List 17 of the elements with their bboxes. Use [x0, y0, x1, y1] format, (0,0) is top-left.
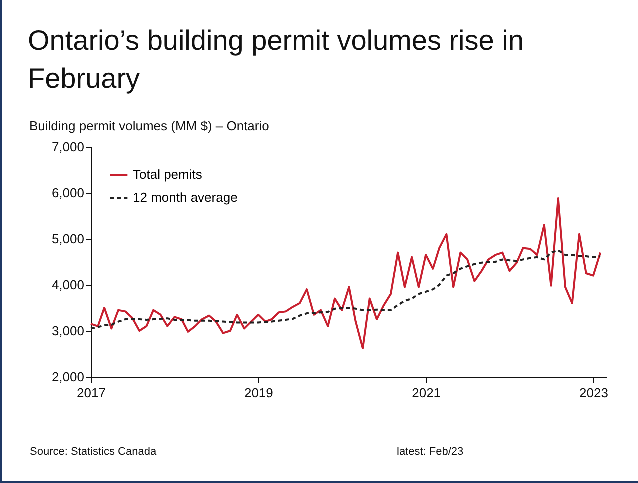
legend-label: Total pemits — [133, 167, 203, 182]
y-tick-label: 7,000 — [52, 140, 84, 154]
y-tick-label: 3,000 — [52, 324, 84, 338]
y-tick-label: 2,000 — [52, 370, 84, 384]
legend-label: 12 month average — [133, 190, 238, 205]
y-axis-title: Building permit volumes (MM $) – Ontario — [30, 118, 270, 134]
x-tick-label: 2023 — [580, 386, 608, 400]
source-note: Source: Statistics Canada — [30, 446, 157, 458]
text: latest: Feb/23 — [397, 446, 464, 458]
y-tick-label: 5,000 — [52, 232, 84, 246]
chart-title: Ontario’s building permit volumes rise in February — [28, 24, 525, 96]
x-tick-label: 2021 — [412, 386, 442, 400]
line-series — [90, 250, 602, 330]
y-tick-label: 4,000 — [52, 278, 84, 292]
x-tick-label: 2019 — [244, 386, 274, 400]
x-tick-label: 2017 — [77, 386, 106, 400]
y-tick-label: 6,000 — [52, 186, 84, 200]
